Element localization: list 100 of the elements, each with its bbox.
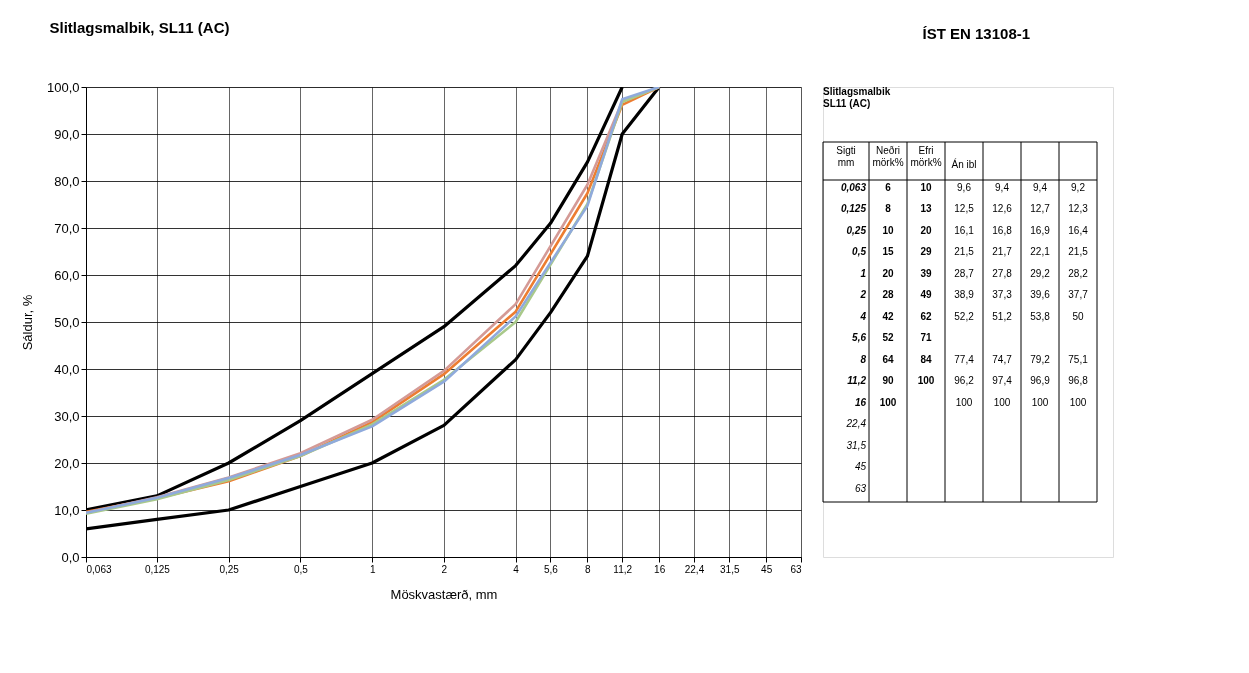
data-label: 28,2: [1068, 267, 1089, 279]
data-label: 74,7: [992, 353, 1013, 365]
data-label: 12,7: [1030, 203, 1051, 215]
y-tick-label: 20,0: [54, 455, 80, 471]
x-tick-label: 8: [585, 563, 592, 575]
data-label: 84: [920, 353, 932, 365]
data-label: 90: [882, 375, 894, 387]
chart-title: ÍST EN 13108-1: [922, 25, 1031, 42]
y-tick-label: 60,0: [54, 267, 80, 283]
x-tick-label: 5,6: [544, 563, 559, 575]
data-label: 96,9: [1030, 375, 1051, 387]
data-label: 64: [882, 353, 894, 365]
data-label: 6: [885, 182, 892, 193]
data-label: 16,9: [1030, 224, 1051, 236]
data-label: 9,4: [995, 182, 1010, 193]
data-label: 29,2: [1030, 267, 1051, 279]
y-tick-label: 63: [854, 482, 867, 494]
data-label: 27,8: [992, 267, 1013, 279]
y-tick-label: 5,6: [852, 332, 867, 344]
data-label: 97,4: [992, 375, 1013, 387]
y-tick-label: 50,0: [54, 314, 80, 330]
data-label: 53,8: [1030, 310, 1051, 322]
data-label: 50: [1072, 310, 1084, 322]
data-label: 16,8: [992, 224, 1013, 236]
data-label: 10: [882, 224, 894, 236]
data-label: 10: [920, 182, 932, 193]
data-label: 49: [920, 289, 932, 301]
data-label: 39,6: [1030, 289, 1051, 301]
data-label: 28,7: [954, 267, 975, 279]
y-tick-label: 16: [854, 396, 867, 408]
data-label: 100: [1069, 396, 1087, 408]
data-label: 20: [920, 224, 932, 236]
y-tick-label: 0,5: [852, 246, 867, 258]
x-tick-label: 31,5: [720, 563, 740, 575]
y-tick-label: 2: [859, 289, 867, 301]
x-tick-label: 0,063: [86, 563, 112, 575]
data-label: 15: [882, 246, 894, 258]
chart-title: Slitlagsmalbik, SL11 (AC): [49, 19, 230, 36]
chart-subtitle: Slitlagsmalbik SL11 (AC): [823, 86, 891, 109]
data-label: 12,6: [992, 203, 1013, 215]
x-tick-label: Efri mörk%: [910, 145, 942, 168]
data-label: 12,5: [954, 203, 975, 215]
data-label: 9,2: [1071, 182, 1086, 193]
data-label: 77,4: [954, 353, 975, 365]
y-tick-label: 100,0: [46, 79, 80, 95]
y-tick-label: 45: [854, 461, 867, 473]
data-label: 51,2: [992, 310, 1013, 322]
y-tick-label: 22,4: [845, 418, 867, 430]
x-tick-label: 0,25: [219, 563, 240, 575]
data-label: 100: [1031, 396, 1049, 408]
y-tick-label: 40,0: [54, 361, 80, 377]
data-label: 37,3: [992, 289, 1013, 301]
data-label: 79,2: [1030, 353, 1051, 365]
x-tick-label: 11,2: [613, 563, 633, 575]
data-label: 37,7: [1068, 289, 1089, 301]
y-tick-label: 0,125: [840, 203, 867, 215]
data-label: 52: [882, 332, 894, 344]
data-label: 21,7: [992, 246, 1013, 258]
data-label: 100: [993, 396, 1011, 408]
data-label: 100: [879, 396, 897, 408]
x-tick-label: 0,5: [293, 563, 309, 575]
data-label: 96,8: [1068, 375, 1089, 387]
x-tick-label: 0,125: [144, 563, 171, 575]
y-tick-label: 30,0: [54, 408, 80, 424]
y-tick-label: 0,0: [61, 549, 80, 565]
data-label: 16,4: [1068, 224, 1089, 236]
y-tick-label: 10,0: [54, 502, 80, 518]
y-axis-title: Sigti mm: [836, 145, 856, 168]
x-tick-label: 22,4: [684, 563, 705, 575]
y-tick-label: 4: [859, 310, 867, 322]
y-tick-label: 1: [860, 267, 867, 279]
data-label: 75,1: [1068, 353, 1089, 365]
y-tick-label: 0,063: [840, 182, 867, 193]
x-tick-label: 45: [761, 563, 773, 575]
x-tick-label: 1: [369, 563, 376, 575]
y-tick-label: 70,0: [54, 220, 80, 236]
x-tick-label: Neðri mörk%: [872, 145, 904, 168]
y-tick-label: 0,25: [846, 224, 867, 236]
y-tick-label: 80,0: [54, 173, 80, 189]
data-label: 62: [920, 310, 932, 322]
data-label: 52,2: [954, 310, 975, 322]
y-axis-title: Sáldur, %: [19, 294, 35, 351]
y-tick-label: 90,0: [54, 126, 80, 142]
x-tick-label: 2: [441, 563, 448, 575]
x-tick-label: 16: [654, 563, 666, 575]
x-axis-title: Möskvastærð, mm: [390, 586, 498, 602]
data-label: 22,1: [1030, 246, 1051, 258]
data-label: 8: [885, 203, 892, 215]
data-label: 21,5: [1068, 246, 1089, 258]
x-tick-label: Án ibl: [951, 158, 977, 170]
data-label: 9,4: [1033, 182, 1048, 193]
data-label: 100: [917, 375, 935, 387]
data-label: 9,6: [957, 182, 972, 193]
data-label: 71: [920, 332, 932, 344]
y-tick-label: 11,2: [847, 375, 867, 387]
data-label: 100: [955, 396, 973, 408]
data-label: 16,1: [954, 224, 975, 236]
data-label: 39: [920, 267, 932, 279]
data-label: 13: [920, 203, 932, 215]
y-tick-label: 8: [860, 353, 867, 365]
